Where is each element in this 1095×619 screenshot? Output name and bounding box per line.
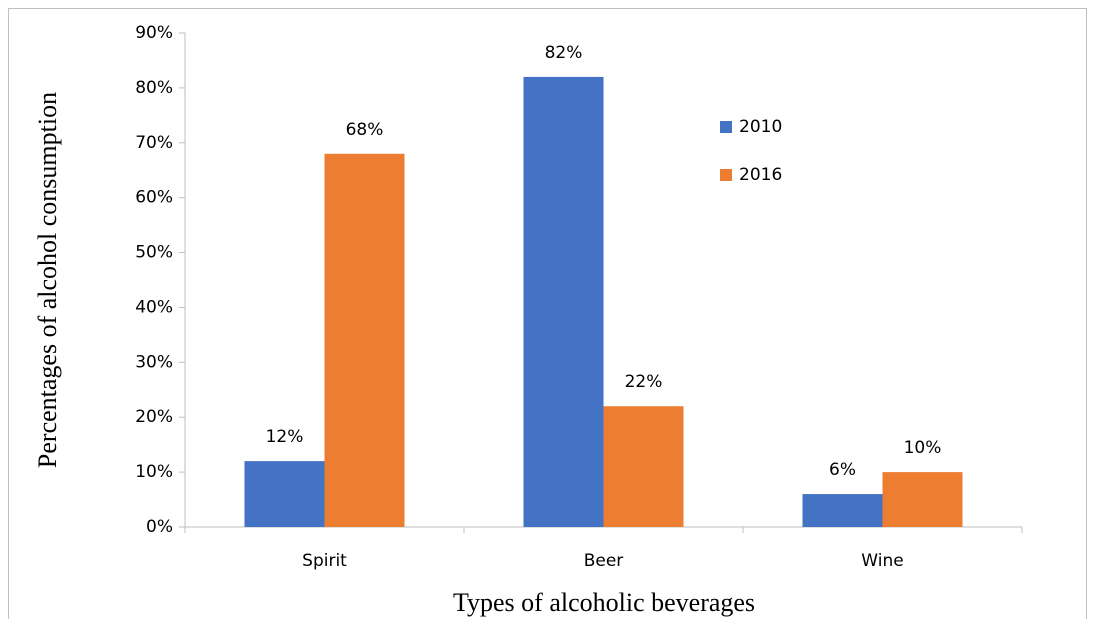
- y-tick-label: 80%: [135, 78, 173, 98]
- y-tick-label: 30%: [135, 352, 173, 372]
- y-tick-label: 20%: [135, 407, 173, 427]
- y-tick-label: 0%: [146, 517, 173, 537]
- y-tick-label: 50%: [135, 243, 173, 263]
- value-label: 10%: [904, 438, 942, 458]
- value-label: 82%: [545, 43, 583, 63]
- x-axis-label: Types of alcoholic beverages: [453, 588, 755, 617]
- bar: [802, 494, 883, 527]
- bar: [523, 76, 604, 528]
- y-tick-label: 40%: [135, 297, 173, 317]
- bar: [882, 472, 963, 527]
- legend-swatch: [720, 121, 732, 133]
- x-tick-label: Wine: [861, 551, 903, 571]
- bar: [603, 406, 684, 527]
- bar: [324, 153, 405, 527]
- y-tick-label: 70%: [135, 133, 173, 153]
- y-tick-label: 90%: [135, 23, 173, 43]
- value-label: 22%: [625, 372, 663, 392]
- value-label: 68%: [346, 120, 384, 140]
- value-label: 6%: [829, 460, 856, 480]
- y-axis-label: Percentages of alcohol consumption: [33, 92, 62, 468]
- chart-border: [8, 8, 1087, 619]
- value-label: 12%: [266, 427, 304, 447]
- legend-label: 2010: [739, 117, 782, 137]
- legend-label: 2016: [739, 165, 782, 185]
- x-tick-label: Beer: [584, 551, 624, 571]
- y-tick-label: 10%: [135, 462, 173, 482]
- x-tick-label: Spirit: [302, 551, 347, 571]
- y-tick-label: 60%: [135, 188, 173, 208]
- legend-swatch: [720, 169, 732, 181]
- bar: [244, 461, 325, 527]
